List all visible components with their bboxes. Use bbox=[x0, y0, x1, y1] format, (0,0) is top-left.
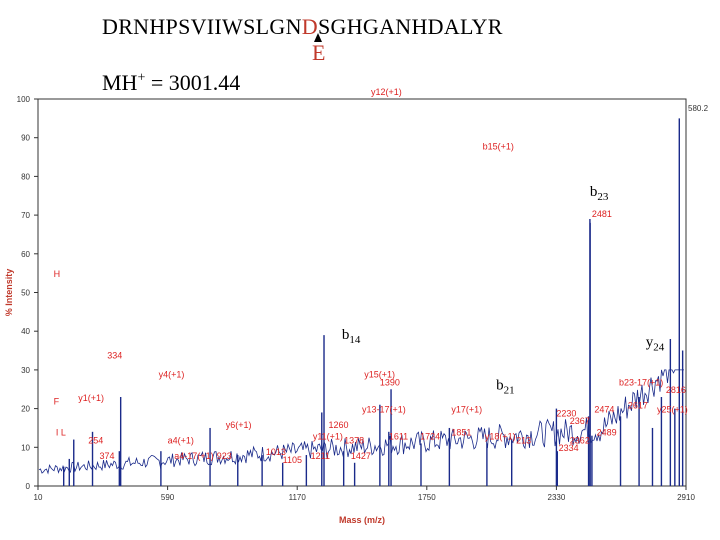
ion-annotation: H bbox=[54, 269, 61, 279]
ion-annotation: y1(+1) bbox=[78, 393, 104, 403]
mass-charge: + bbox=[137, 70, 146, 86]
x-tick-label: 1170 bbox=[289, 493, 307, 502]
baseline-noise bbox=[38, 369, 684, 475]
y-tick-label: 90 bbox=[21, 134, 30, 143]
ion-annotation: 2367 bbox=[570, 416, 590, 426]
ion-annotation: 254 bbox=[88, 435, 103, 445]
ion-annotation: 2489 bbox=[597, 428, 617, 438]
fragment-label-subscript: 21 bbox=[504, 384, 515, 396]
ion-annotation: y6(+1) bbox=[226, 420, 252, 430]
fragment-label: b21 bbox=[496, 377, 515, 396]
x-tick-label: 1750 bbox=[418, 493, 436, 502]
ion-annotation: 1260 bbox=[328, 420, 348, 430]
ion-annotation: 1724 bbox=[420, 432, 440, 442]
ion-annotation: y11(+1) bbox=[313, 432, 343, 442]
y-tick-label: 50 bbox=[21, 289, 30, 298]
mutation-arrow-icon bbox=[314, 33, 322, 42]
ion-annotation: y13-17(+1) bbox=[362, 404, 406, 414]
ion-annotation: y4(+1) bbox=[159, 370, 185, 380]
ion-annotation: b23-17(+1) bbox=[619, 377, 663, 387]
ion-annotation: 1390 bbox=[380, 377, 400, 387]
ion-annotation: 2362 bbox=[570, 435, 590, 445]
ion-annotation: y17(+1) bbox=[451, 404, 482, 414]
ion-annotation: 334 bbox=[107, 350, 122, 360]
ion-annotation: 2474 bbox=[594, 404, 614, 414]
ion-annotation: 213 bbox=[516, 435, 531, 445]
ion-annotation: 1211 bbox=[311, 451, 330, 461]
ion-annotation: 1378 bbox=[344, 435, 364, 445]
sequence-suffix: SGHGANHDALYR bbox=[317, 14, 503, 39]
ion-annotation: y25(+1) bbox=[657, 404, 688, 414]
y-tick-label: 20 bbox=[21, 405, 30, 414]
sequence-prefix: DRNHPSVIIWSLGN bbox=[102, 14, 302, 39]
ion-annotation: 2334 bbox=[559, 443, 579, 453]
mass-prefix: MH bbox=[102, 70, 138, 95]
ion-annotation: a4(+1) bbox=[168, 435, 194, 445]
ion-annotation: 923 bbox=[217, 451, 232, 461]
x-tick-label: 2910 bbox=[677, 493, 695, 502]
ion-annotation: 2230 bbox=[556, 408, 576, 418]
y-tick-label: 70 bbox=[21, 211, 30, 220]
ion-annotation: y12(+1) bbox=[371, 87, 402, 97]
peptide-sequence: DRNHPSVIIWSLGNDSGHGANHDALYR bbox=[102, 14, 503, 40]
y-tick-label: 40 bbox=[21, 327, 30, 336]
ion-annotation: 374 bbox=[99, 451, 114, 461]
y-tick-label: 0 bbox=[26, 482, 31, 491]
precursor-mass: MH+ = 3001.44 bbox=[102, 70, 240, 96]
fragment-label: b14 bbox=[342, 327, 361, 346]
fragment-label-subscript: 24 bbox=[653, 342, 665, 354]
ion-annotation: y18(+1) bbox=[485, 432, 516, 442]
x-tick-label: 10 bbox=[34, 493, 43, 502]
y-axis-title: % Intensity bbox=[4, 269, 14, 317]
top-peak-label: 2481 bbox=[592, 209, 612, 219]
ion-annotation: b15(+1) bbox=[483, 141, 514, 151]
x-tick-label: 590 bbox=[161, 493, 175, 502]
ion-annotation: 1013 bbox=[266, 447, 286, 457]
ion-annotation: 1427 bbox=[351, 451, 371, 461]
ion-annotation: a4-17(+1) bbox=[174, 451, 213, 461]
y-tick-label: 100 bbox=[17, 95, 31, 104]
y-tick-label: 30 bbox=[21, 366, 30, 375]
fragment-label: b23 bbox=[590, 184, 609, 203]
fragment-label: y24 bbox=[646, 335, 665, 354]
fragment-label-subscript: 23 bbox=[597, 191, 609, 203]
y-tick-label: 60 bbox=[21, 250, 30, 259]
x-axis-title: Mass (m/z) bbox=[339, 515, 385, 525]
mutated-residue: D bbox=[301, 14, 318, 39]
y-tick-label: 10 bbox=[21, 443, 30, 452]
ion-annotation: 1611 bbox=[389, 432, 408, 442]
substituted-residue: E bbox=[312, 40, 326, 65]
ion-annotation: F bbox=[54, 397, 60, 407]
y-tick-label: 80 bbox=[21, 172, 30, 181]
fragment-label-subscript: 14 bbox=[349, 334, 361, 346]
ion-annotation: y15(+1) bbox=[364, 370, 395, 380]
ion-annotation: 1851 bbox=[451, 428, 471, 438]
ion-annotation: 2816 bbox=[666, 385, 686, 395]
ion-annotation: 2617 bbox=[628, 401, 648, 411]
ion-annotation: I L bbox=[56, 428, 66, 438]
max-intensity-label: 580.2 bbox=[688, 104, 709, 113]
ion-annotation: 1105 bbox=[283, 455, 302, 465]
mass-value: = 3001.44 bbox=[145, 70, 241, 95]
x-tick-label: 2330 bbox=[548, 493, 566, 502]
